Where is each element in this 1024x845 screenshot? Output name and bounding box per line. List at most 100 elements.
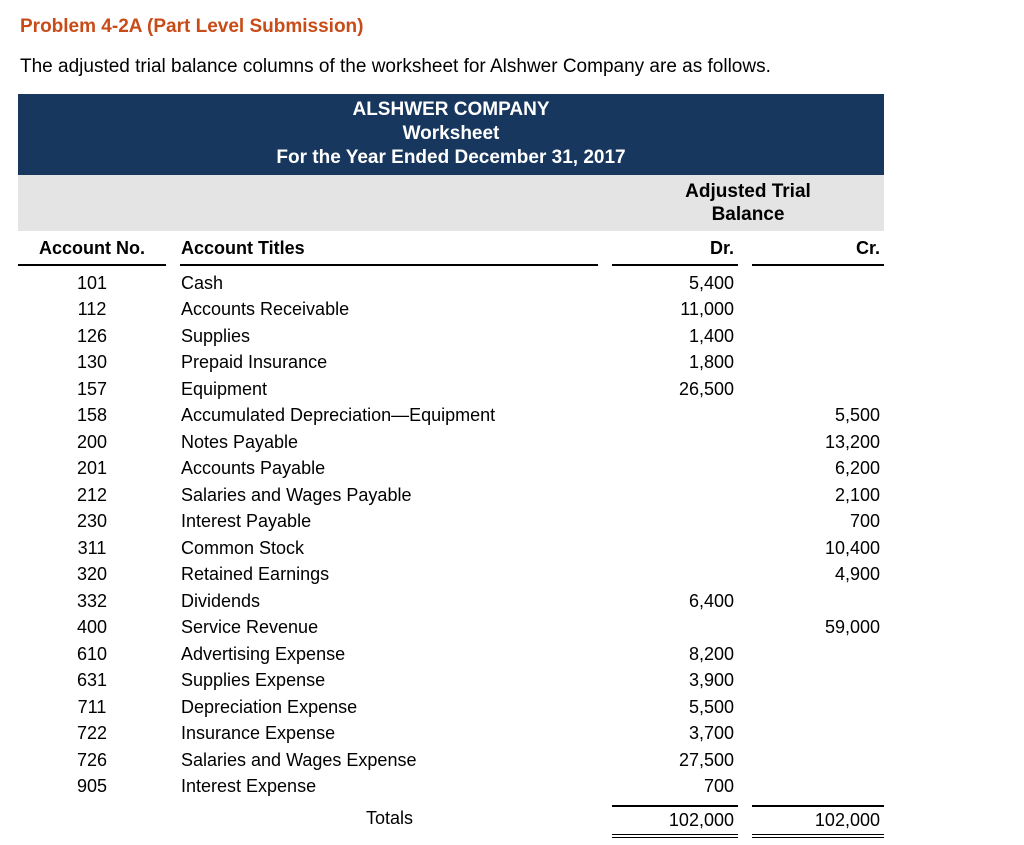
cr-cell <box>752 747 884 774</box>
totals-empty-cell <box>18 805 166 838</box>
col-header-dr: Dr. <box>612 231 738 266</box>
totals-cr: 102,000 <box>752 804 884 838</box>
account-no-cell: 126 <box>76 325 108 346</box>
doc-type: Worksheet <box>402 123 500 144</box>
cr-cell: 5,500 <box>834 405 880 425</box>
account-no-cell: 320 <box>76 564 108 584</box>
account-no-cell: 200 <box>76 431 108 452</box>
company-name: ALSHWER COMPANY <box>352 99 550 120</box>
cr-cell <box>752 270 884 297</box>
cr-cell <box>752 667 884 694</box>
account-title-cell: Interest Payable <box>181 511 312 531</box>
account-title-cell: Equipment <box>181 378 268 399</box>
account-no-cell: 201 <box>76 458 108 478</box>
adjusted-trial-balance-line1: Adjusted Trial <box>685 181 811 202</box>
account-no-cell: 157 <box>76 378 108 399</box>
account-title-cell: Salaries and Wages Payable <box>181 484 412 505</box>
dr-cell <box>612 535 738 562</box>
dr-cell <box>612 429 738 456</box>
cr-cell <box>752 323 884 350</box>
account-title-cell: Service Revenue <box>181 617 319 637</box>
totals-dr: 102,000 <box>612 804 738 838</box>
account-title-cell: Supplies Expense <box>181 670 326 690</box>
cr-cell <box>752 694 884 721</box>
account-title-cell: Dividends <box>181 590 261 611</box>
worksheet: ALSHWER COMPANY Worksheet For the Year E… <box>18 94 884 838</box>
cr-cell <box>752 588 884 615</box>
totals-row: Totals 102,000 102,000 <box>18 800 884 838</box>
section-band: Adjusted Trial Balance <box>18 175 884 231</box>
totals-label: Totals <box>365 807 414 828</box>
account-title-cell: Accounts Receivable <box>181 299 350 319</box>
dr-cell: 6,400 <box>688 590 734 611</box>
cr-cell <box>752 376 884 403</box>
cr-cell <box>752 720 884 747</box>
dr-cell: 5,400 <box>688 272 734 293</box>
cr-cell: 13,200 <box>824 431 880 452</box>
account-title-cell: Accounts Payable <box>181 458 326 478</box>
account-title-cell: Advertising Expense <box>181 643 346 664</box>
period: For the Year Ended December 31, 2017 <box>276 147 626 168</box>
account-title-cell: Retained Earnings <box>181 564 330 584</box>
account-no-cell: 400 <box>76 617 108 637</box>
cr-cell: 2,100 <box>834 484 880 505</box>
account-no-cell: 631 <box>76 670 108 690</box>
dr-cell: 700 <box>703 776 734 796</box>
dr-cell <box>612 455 738 482</box>
intro-text: The adjusted trial balance columns of th… <box>20 56 771 77</box>
col-header-cr: Cr. <box>752 231 884 266</box>
column-header-row: Account No. Account Titles Dr. Cr. <box>18 231 884 270</box>
cr-cell: 59,000 <box>824 617 880 637</box>
account-title-cell: Depreciation Expense <box>181 696 358 717</box>
cr-cell <box>752 349 884 376</box>
account-no-cell: 112 <box>77 299 107 319</box>
account-no-cell: 311 <box>77 537 107 558</box>
account-no-cell: 711 <box>77 696 107 717</box>
adjusted-trial-balance-line2: Balance <box>711 204 785 225</box>
cr-cell <box>752 773 884 800</box>
account-title-cell: Insurance Expense <box>181 723 336 743</box>
account-no-cell: 158 <box>76 405 108 425</box>
account-no-cell: 905 <box>76 776 108 796</box>
account-title-cell: Prepaid Insurance <box>181 352 328 372</box>
account-title-cell: Salaries and Wages Expense <box>181 749 417 770</box>
account-no-cell: 130 <box>76 352 108 372</box>
trial-balance-body: 101 Cash 5,400 112 Accounts Receivable 11,000… <box>18 270 884 800</box>
account-no-cell: 610 <box>76 643 108 664</box>
dr-cell: 1,400 <box>688 325 734 346</box>
account-no-cell: 212 <box>76 484 108 505</box>
account-no-cell: 726 <box>76 749 108 770</box>
account-no-cell: 230 <box>76 511 108 531</box>
dr-cell <box>612 614 738 641</box>
cr-cell: 6,200 <box>834 458 880 478</box>
account-no-cell: 332 <box>76 590 108 611</box>
cr-cell: 10,400 <box>824 537 880 558</box>
dr-cell <box>612 402 738 429</box>
account-title-cell: Common Stock <box>181 537 305 558</box>
account-title-cell: Interest Expense <box>181 776 317 796</box>
dr-cell: 27,500 <box>678 749 734 770</box>
account-title-cell: Accumulated Depreciation—Equipment <box>181 405 496 425</box>
dr-cell: 3,700 <box>688 723 734 743</box>
dr-cell: 1,800 <box>688 352 734 372</box>
account-title-cell: Cash <box>181 272 224 293</box>
dr-cell: 26,500 <box>678 378 734 399</box>
cr-cell: 700 <box>849 511 880 531</box>
account-title-cell: Notes Payable <box>181 431 299 452</box>
account-no-cell: 722 <box>76 723 108 743</box>
cr-cell: 4,900 <box>834 564 880 584</box>
dr-cell: 3,900 <box>688 670 734 690</box>
cr-cell <box>752 641 884 668</box>
dr-cell: 8,200 <box>688 643 734 664</box>
account-title-cell: Supplies <box>181 325 251 346</box>
dr-cell: 5,500 <box>688 696 734 717</box>
cr-cell <box>752 296 884 323</box>
dr-cell <box>612 561 738 588</box>
dr-cell <box>612 508 738 535</box>
worksheet-header-band: ALSHWER COMPANY Worksheet For the Year E… <box>18 94 884 175</box>
col-header-account-titles: Account Titles <box>180 231 598 266</box>
col-header-account-no: Account No. <box>18 231 166 266</box>
dr-cell: 11,000 <box>680 299 734 319</box>
account-no-cell: 101 <box>76 272 108 293</box>
